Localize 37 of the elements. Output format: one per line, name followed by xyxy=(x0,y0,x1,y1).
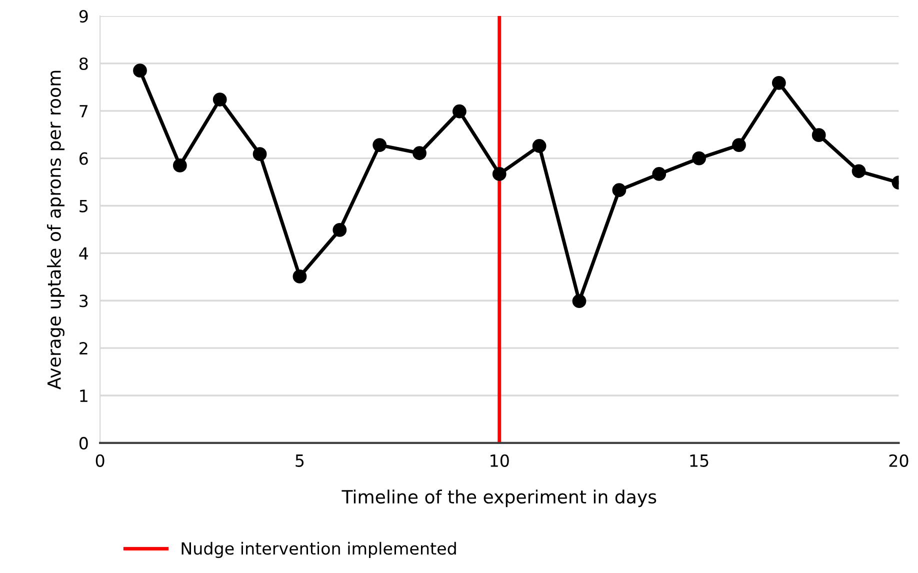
point xyxy=(692,151,706,166)
point xyxy=(133,64,147,78)
y-axis-title: Average uptake of aprons per room xyxy=(46,70,64,390)
y-tick-label: 2 xyxy=(80,342,88,354)
point xyxy=(172,158,187,172)
y-tick-label: 5 xyxy=(80,200,88,212)
point xyxy=(452,104,466,118)
x-tick-label: 5 xyxy=(296,454,304,467)
point xyxy=(772,76,786,90)
point xyxy=(572,294,586,308)
y-tick-label: 7 xyxy=(80,105,88,118)
y-tick-label: 6 xyxy=(80,152,88,165)
point xyxy=(412,146,426,160)
point xyxy=(492,167,506,181)
point xyxy=(532,139,546,153)
point xyxy=(212,92,227,106)
x-axis-title: Timeline of the experiment in days xyxy=(342,490,656,508)
y-tick-label: 3 xyxy=(80,294,88,308)
point xyxy=(732,138,746,152)
x-tick-label: 0 xyxy=(96,454,104,467)
point xyxy=(612,183,626,198)
y-tick-label: 0 xyxy=(79,436,88,450)
point xyxy=(852,164,866,178)
y-tick-label: 8 xyxy=(79,57,88,70)
x-tick-label: 20 xyxy=(889,454,908,467)
x-tick-label: 15 xyxy=(690,454,708,467)
legend-label: Nudge intervention implemented xyxy=(182,542,456,558)
point xyxy=(252,147,267,162)
y-tick-label: 4 xyxy=(79,247,88,260)
point xyxy=(332,223,347,237)
point xyxy=(372,138,387,152)
y-tick-label: 9 xyxy=(79,10,88,23)
point xyxy=(812,128,826,142)
point xyxy=(652,167,666,181)
x-tick-label: 10 xyxy=(490,454,509,467)
point xyxy=(292,270,307,284)
y-tick-label: 1 xyxy=(80,390,88,402)
